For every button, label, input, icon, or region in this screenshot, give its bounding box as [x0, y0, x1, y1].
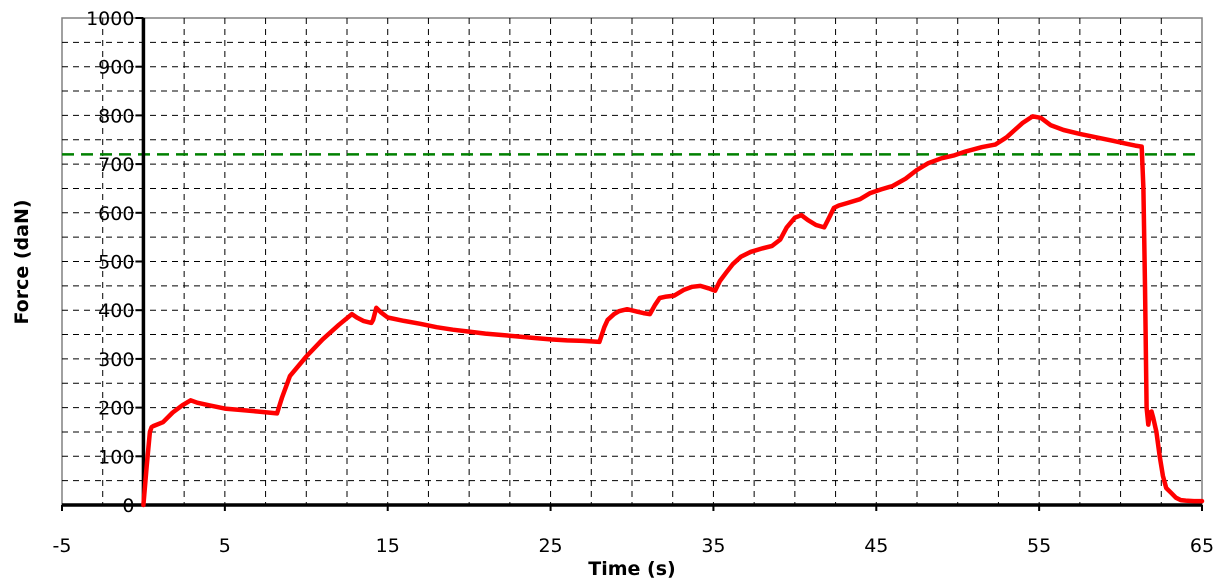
y-tick-label: 200 — [98, 398, 134, 420]
y-tick-label: 1000 — [86, 8, 134, 30]
series-layer — [141, 114, 1205, 508]
y-tick-label: 100 — [98, 446, 134, 468]
x-tick-label: 15 — [376, 535, 400, 557]
y-tick-label: 700 — [98, 154, 134, 176]
horizontal-gridlines — [62, 41, 1202, 482]
x-tick-label: 65 — [1190, 535, 1214, 557]
y-tick-label: 400 — [98, 300, 134, 322]
y-tick-label: 600 — [98, 203, 134, 225]
x-tick-label: 5 — [219, 535, 231, 557]
x-tick-label: 35 — [701, 535, 725, 557]
x-axis-title: Time (s) — [588, 558, 675, 580]
y-tick-labels: 0 100 200 300 400 500 600 700 800 900 1000 — [86, 8, 144, 517]
x-tick-label: 45 — [864, 535, 888, 557]
y-tick-label: 300 — [98, 349, 134, 371]
y-tick-label: 900 — [98, 57, 134, 79]
x-tick-label: 25 — [538, 535, 562, 557]
x-tick-label: 55 — [1027, 535, 1051, 557]
y-axis-title: Force (daN) — [11, 199, 33, 324]
y-tick-label: 500 — [98, 252, 134, 274]
series-line — [141, 114, 1205, 508]
x-tick-labels: -5 5 15 25 35 45 55 65 — [53, 505, 1214, 557]
y-tick-label: 800 — [98, 105, 134, 127]
x-tick-label: -5 — [53, 535, 72, 557]
y-tick-label: 0 — [122, 495, 134, 517]
